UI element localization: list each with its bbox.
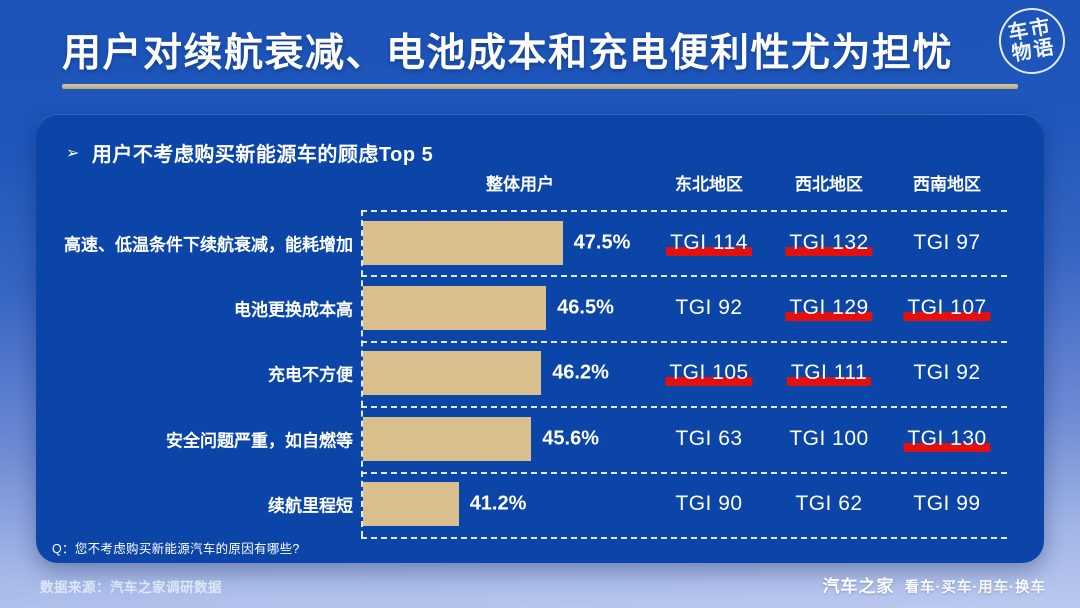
tgi-value-plain: TGI 100: [789, 426, 869, 450]
bar-value-label: 46.2%: [552, 361, 609, 384]
chart-row: 安全问题严重，如自燃等 45.6% TGI 63 TGI 100 TGI 130: [36, 406, 1044, 471]
tgi-value-plain: TGI 97: [913, 230, 981, 254]
bar-category-label: 安全问题严重，如自燃等: [166, 431, 353, 451]
tgi-value-highlighted: TGI 114: [666, 230, 752, 256]
bar-value-label: 46.5%: [557, 296, 614, 319]
tgi-value: TGI 62: [791, 491, 866, 517]
dashed-row-separator: [361, 340, 1007, 343]
brand-tagline: 看车·买车·用车·换车: [904, 580, 1046, 596]
tgi-value: TGI 99: [909, 491, 984, 517]
bar: [363, 286, 547, 331]
tgi-value: TGI 97: [909, 230, 984, 256]
chart-row: 续航里程短 41.2% TGI 90 TGI 62 TGI 99: [36, 472, 1044, 537]
chart-row: 高速、低温条件下续航衰减，能耗增加 47.5% TGI 114 TGI 132 TGI …: [36, 210, 1044, 275]
bar-value-label: 41.2%: [469, 492, 527, 515]
bar-value-label: 45.6%: [542, 427, 600, 450]
arrowhead-icon: ➢: [66, 144, 80, 162]
brand-footer: 汽车之家 看车·买车·用车·换车: [823, 572, 1047, 597]
tgi-value-plain: TGI 62: [795, 492, 863, 516]
column-header-southwest: 西南地区: [913, 175, 981, 194]
dashed-row-separator: [361, 210, 1007, 212]
tgi-value-highlighted: TGI 105: [665, 360, 752, 386]
tgi-value: TGI 90: [671, 491, 746, 517]
bar-category-label: 电池更换成本高: [234, 300, 353, 320]
bar-category-label: 高速、低温条件下续航衰减，能耗增加: [64, 235, 353, 255]
bar-category-label: 续航里程短: [268, 496, 353, 516]
chart-heading: ➢ 用户不考虑购买新能源车的顾虑Top 5: [66, 138, 433, 167]
bar: [363, 416, 532, 461]
tgi-value: TGI 129: [785, 295, 872, 321]
tgi-value-plain: TGI 63: [675, 426, 743, 450]
tgi-value: TGI 92: [671, 295, 746, 321]
tgi-value-highlighted: TGI 129: [785, 295, 872, 321]
chart-panel: ➢ 用户不考虑购买新能源车的顾虑Top 5 整体用户 东北地区 西北地区 西南地…: [36, 114, 1044, 563]
dashed-row-separator: [361, 406, 1007, 409]
column-header-northwest: 西北地区: [795, 175, 863, 194]
survey-question-note: Q：您不考虑购买新能源汽车的原因有哪些?: [52, 542, 300, 556]
data-source-note: 数据来源：汽车之家调研数据: [40, 580, 222, 595]
tgi-value: TGI 100: [785, 426, 872, 452]
tgi-value: TGI 63: [671, 426, 746, 452]
tgi-value-highlighted: TGI 111: [787, 360, 871, 386]
title-underline: [62, 84, 1018, 89]
tgi-value-plain: TGI 99: [913, 492, 981, 516]
dashed-row-separator: [361, 275, 1007, 278]
column-header-overall: 整体用户: [486, 175, 554, 194]
tgi-value: TGI 132: [785, 230, 872, 256]
tgi-value-highlighted: TGI 130: [903, 426, 990, 452]
tgi-value: TGI 107: [903, 295, 990, 321]
chart-row: 充电不方便 46.2% TGI 105 TGI 111 TGI 92: [36, 341, 1044, 406]
tgi-value-plain: TGI 90: [675, 492, 743, 516]
tgi-value-highlighted: TGI 132: [785, 230, 872, 256]
bar: [363, 220, 563, 265]
brand-name: 汽车之家: [822, 577, 895, 596]
tgi-value: TGI 111: [787, 360, 871, 386]
bar-value-label: 47.5%: [573, 231, 631, 254]
bar-category-label: 充电不方便: [268, 365, 353, 385]
chart-heading-label: 用户不考虑购买新能源车的顾虑Top 5: [91, 144, 434, 166]
dashed-row-separator: [361, 537, 1007, 539]
tgi-value-plain: TGI 92: [913, 361, 981, 385]
tgi-value-plain: TGI 92: [675, 296, 743, 320]
tgi-value: TGI 92: [909, 360, 984, 386]
chart-rows: 高速、低温条件下续航衰减，能耗增加 47.5% TGI 114 TGI 132 TGI …: [36, 114, 1044, 563]
dashed-left-border: [361, 210, 363, 537]
tgi-value-highlighted: TGI 107: [903, 295, 990, 321]
column-header-northeast: 东北地区: [675, 175, 743, 194]
bar: [363, 482, 459, 527]
tgi-value: TGI 130: [903, 426, 990, 452]
logo-text-line2: 物语: [1010, 36, 1058, 66]
tgi-value: TGI 105: [665, 360, 752, 386]
bar: [363, 351, 542, 396]
chart-row: 电池更换成本高 46.5% TGI 92 TGI 129 TGI 107: [36, 275, 1044, 340]
dashed-row-separator: [361, 471, 1007, 474]
tgi-value: TGI 114: [666, 230, 752, 256]
page-title: 用户对续航衰减、电池成本和充电便利性尤为担忧: [62, 32, 954, 75]
